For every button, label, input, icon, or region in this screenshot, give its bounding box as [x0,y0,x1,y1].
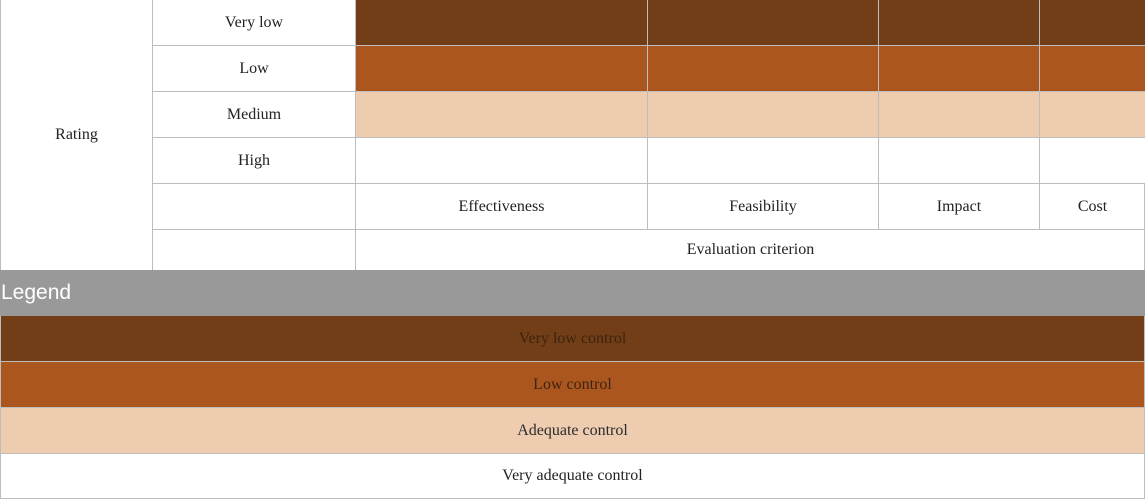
matrix-cell-very-low-feasibility [647,0,878,46]
rating-matrix: Rating Very low Low Medium High Effectiv… [0,0,1145,270]
legend-item-adequate-control: Adequate control [0,408,1145,454]
row-label-low: Low [152,46,355,92]
matrix-cell-high-feasibility [647,138,878,184]
matrix-cell-low-cost [1039,46,1145,92]
matrix-cell-high-effectiveness [355,138,647,184]
legend-item-very-low-control: Very low control [0,316,1145,362]
matrix-cell-low-feasibility [647,46,878,92]
matrix-cell-very-low-effectiveness [355,0,647,46]
matrix-cell-medium-impact [878,92,1039,138]
legend-item-very-adequate-control: Very adequate control [0,454,1145,499]
row-label-high: High [152,138,355,184]
matrix-cell-medium-feasibility [647,92,878,138]
rating-label: Rating [55,126,98,143]
row-label-medium: Medium [152,92,355,138]
evaluation-criterion-title: Evaluation criterion [355,230,1145,270]
criterion-cost: Cost [1039,184,1145,230]
matrix-cell-medium-cost [1039,92,1145,138]
matrix-cell-very-low-impact [878,0,1039,46]
row-label-very-low: Very low [152,0,355,46]
matrix-cell-high-impact [878,138,1039,184]
criterion-effectiveness: Effectiveness [355,184,647,230]
matrix-cell-low-effectiveness [355,46,647,92]
row-label-empty [152,184,355,230]
matrix-cell-high-cost [1039,138,1145,184]
row-label-empty-bottom [152,230,355,270]
matrix-cell-low-impact [878,46,1039,92]
matrix-cell-medium-effectiveness [355,92,647,138]
criterion-feasibility: Feasibility [647,184,878,230]
legend-title: Legend [0,270,1145,316]
criterion-impact: Impact [878,184,1039,230]
matrix-cell-very-low-cost [1039,0,1145,46]
legend-item-low-control: Low control [0,362,1145,408]
